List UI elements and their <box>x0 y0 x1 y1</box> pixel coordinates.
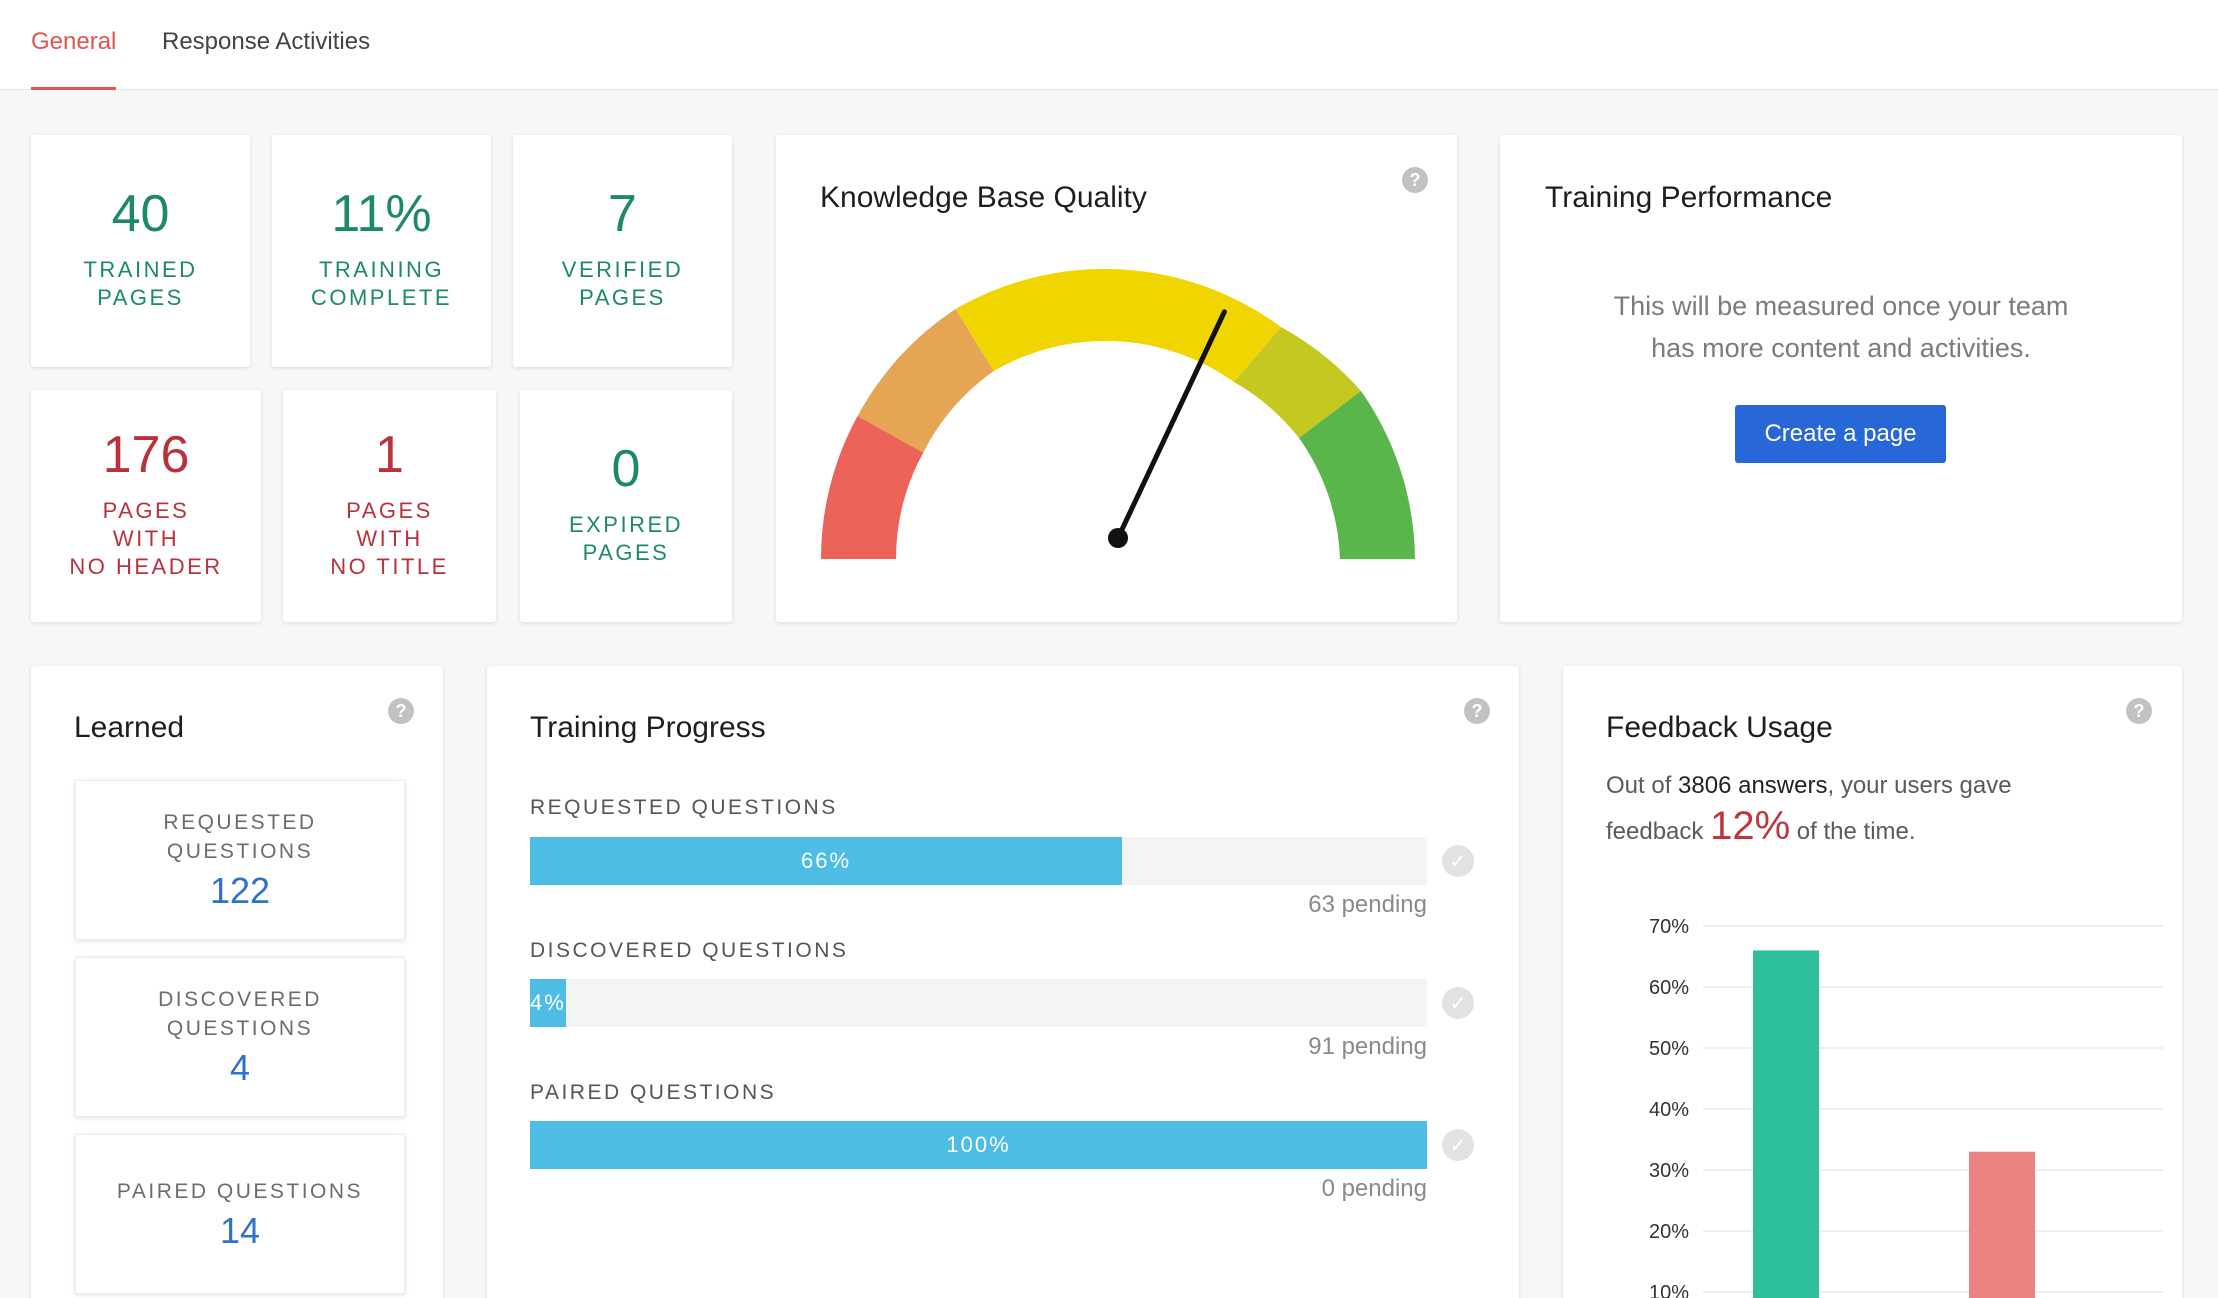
stat-verified-pages: 7 VERIFIED PAGES <box>513 135 732 367</box>
tab-general[interactable]: General <box>31 28 117 90</box>
feedback-text: of the time. <box>1790 818 1916 845</box>
stat-trained-pages: 40 TRAINED PAGES <box>31 135 250 367</box>
stat-label: TRAINING <box>318 257 445 282</box>
stat-label: PAGES <box>97 285 184 310</box>
chart-bar[interactable] <box>1753 950 1819 1298</box>
feedback-text: Out of <box>1606 772 1679 799</box>
stat-label: COMPLETE <box>310 285 453 310</box>
learned-label: PAIRED QUESTIONS <box>116 1179 364 1203</box>
stat-pages-no-header: 176 PAGES WITH NO HEADER <box>31 390 261 622</box>
card-title: Knowledge Base Quality <box>820 181 1147 214</box>
stat-value: 40 <box>111 185 170 243</box>
stat-value: 176 <box>102 426 190 484</box>
progress-bar-discovered: 4% <box>530 979 1427 1027</box>
learned-paired-questions: PAIRED QUESTIONS 14 <box>75 1134 405 1294</box>
performance-message-line: This will be measured once your team <box>1613 291 2069 321</box>
kb-quality-card: Knowledge Base Quality ? <box>776 135 1457 622</box>
gauge-needle-hub <box>1108 528 1128 548</box>
progress-bar-paired: 100% <box>530 1121 1427 1169</box>
stat-label: VERIFIED <box>561 257 684 282</box>
card-title: Learned <box>74 711 185 744</box>
feedback-percent: 12% <box>1710 804 1791 848</box>
progress-bar-requested: 66% <box>530 837 1427 885</box>
question-circle-icon[interactable]: ? <box>1464 698 1490 724</box>
progress-label: REQUESTED QUESTIONS <box>530 796 838 819</box>
feedback-chart: 70% 60% 50% 40% 30% 20% 10% <box>1649 916 2163 1298</box>
gauge-segment-orange <box>857 309 994 453</box>
stat-expired-pages: 0 EXPIRED PAGES <box>520 390 732 622</box>
gauge-segment-red <box>820 416 924 559</box>
question-circle-icon[interactable]: ? <box>2126 698 2152 724</box>
stat-label: EXPIRED <box>568 512 684 537</box>
gauge-segment-yellow <box>955 268 1281 382</box>
create-page-button[interactable]: Create a page <box>1735 405 1946 463</box>
chart-y-tick-label: 70% <box>1649 916 1689 938</box>
stat-value: 11% <box>331 185 432 243</box>
gauge-segment-green <box>1299 391 1415 559</box>
feedback-answers: 3806 answers <box>1678 772 1828 799</box>
pending-count: 91 pending <box>1308 1033 1427 1060</box>
performance-message-line: has more content and activities. <box>1651 333 2031 363</box>
check-circle-icon[interactable]: ✓ <box>1442 987 1474 1019</box>
stat-label: PAGES <box>579 285 666 310</box>
stat-value: 1 <box>375 426 404 484</box>
progress-fill: 66% <box>530 837 1123 885</box>
stat-value: 0 <box>611 440 641 498</box>
card-title: Training Performance <box>1545 181 1833 214</box>
pending-count: 63 pending <box>1308 891 1427 918</box>
chart-y-tick-label: 40% <box>1649 1099 1689 1121</box>
progress-fill: 100% <box>530 1121 1427 1169</box>
pending-count: 0 pending <box>1321 1175 1427 1202</box>
chart-y-tick-label: 10% <box>1649 1282 1689 1298</box>
tab-bar: General Response Activities <box>0 0 2218 90</box>
tab-response-activities[interactable]: Response Activities <box>162 28 371 55</box>
chart-y-tick-label: 20% <box>1649 1221 1689 1243</box>
stat-training-complete: 11% TRAINING COMPLETE <box>272 135 491 367</box>
feedback-text: , your users gave <box>1827 772 2012 799</box>
stat-label: PAGES <box>582 540 670 565</box>
stat-label: WITH <box>356 526 423 551</box>
learned-discovered-questions: DISCOVERED QUESTIONS 4 <box>75 957 405 1117</box>
chart-y-tick-label: 30% <box>1649 1160 1689 1182</box>
gauge-needle <box>1115 309 1227 541</box>
learned-label: QUESTIONS <box>166 840 314 863</box>
quality-gauge <box>820 268 1415 559</box>
progress-fill: 4% <box>530 979 566 1027</box>
stat-label: NO HEADER <box>69 554 223 579</box>
card-title: Training Progress <box>530 711 766 744</box>
question-circle-icon[interactable]: ? <box>1402 167 1428 193</box>
question-circle-icon[interactable]: ? <box>388 698 414 724</box>
stat-value: 7 <box>608 185 637 243</box>
feedback-text: feedback <box>1606 818 1711 845</box>
stat-label: TRAINED <box>83 257 198 282</box>
chart-bar[interactable] <box>1969 1151 2035 1298</box>
learned-label: QUESTIONS <box>166 1017 314 1040</box>
progress-label: PAIRED QUESTIONS <box>530 1081 777 1104</box>
check-circle-icon[interactable]: ✓ <box>1442 845 1474 877</box>
stat-label: PAGES <box>346 498 433 523</box>
gauge-segment-olive <box>1234 327 1361 438</box>
stat-label: NO TITLE <box>330 554 449 579</box>
learned-value: 14 <box>219 1209 261 1251</box>
training-progress-card: Training Progress ? REQUESTED QUESTIONS … <box>487 666 1519 1298</box>
feedback-usage-card: Feedback Usage ? Out of 3806 answers, yo… <box>1563 666 2182 1298</box>
learned-requested-questions: REQUESTED QUESTIONS 122 <box>75 780 405 940</box>
card-title: Feedback Usage <box>1606 711 1833 744</box>
learned-label: REQUESTED <box>163 811 317 834</box>
stat-label: PAGES <box>102 498 190 523</box>
learned-value: 4 <box>229 1047 251 1088</box>
learned-label: DISCOVERED <box>158 988 322 1011</box>
performance-message: This will be measured once your team has… <box>1500 285 2182 369</box>
check-circle-icon[interactable]: ✓ <box>1442 1129 1474 1161</box>
training-performance-card: Training Performance This will be measur… <box>1500 135 2182 622</box>
progress-label: DISCOVERED QUESTIONS <box>530 939 849 962</box>
stat-label: WITH <box>112 526 180 551</box>
chart-y-tick-label: 60% <box>1649 977 1689 999</box>
stat-pages-no-title: 1 PAGES WITH NO TITLE <box>283 390 496 622</box>
chart-y-tick-label: 50% <box>1649 1038 1689 1060</box>
feedback-summary: Out of 3806 answers, your users gave fee… <box>1606 766 2126 852</box>
learned-card: Learned ? REQUESTED QUESTIONS 122 DISCOV… <box>31 666 443 1298</box>
learned-value: 122 <box>209 870 271 911</box>
